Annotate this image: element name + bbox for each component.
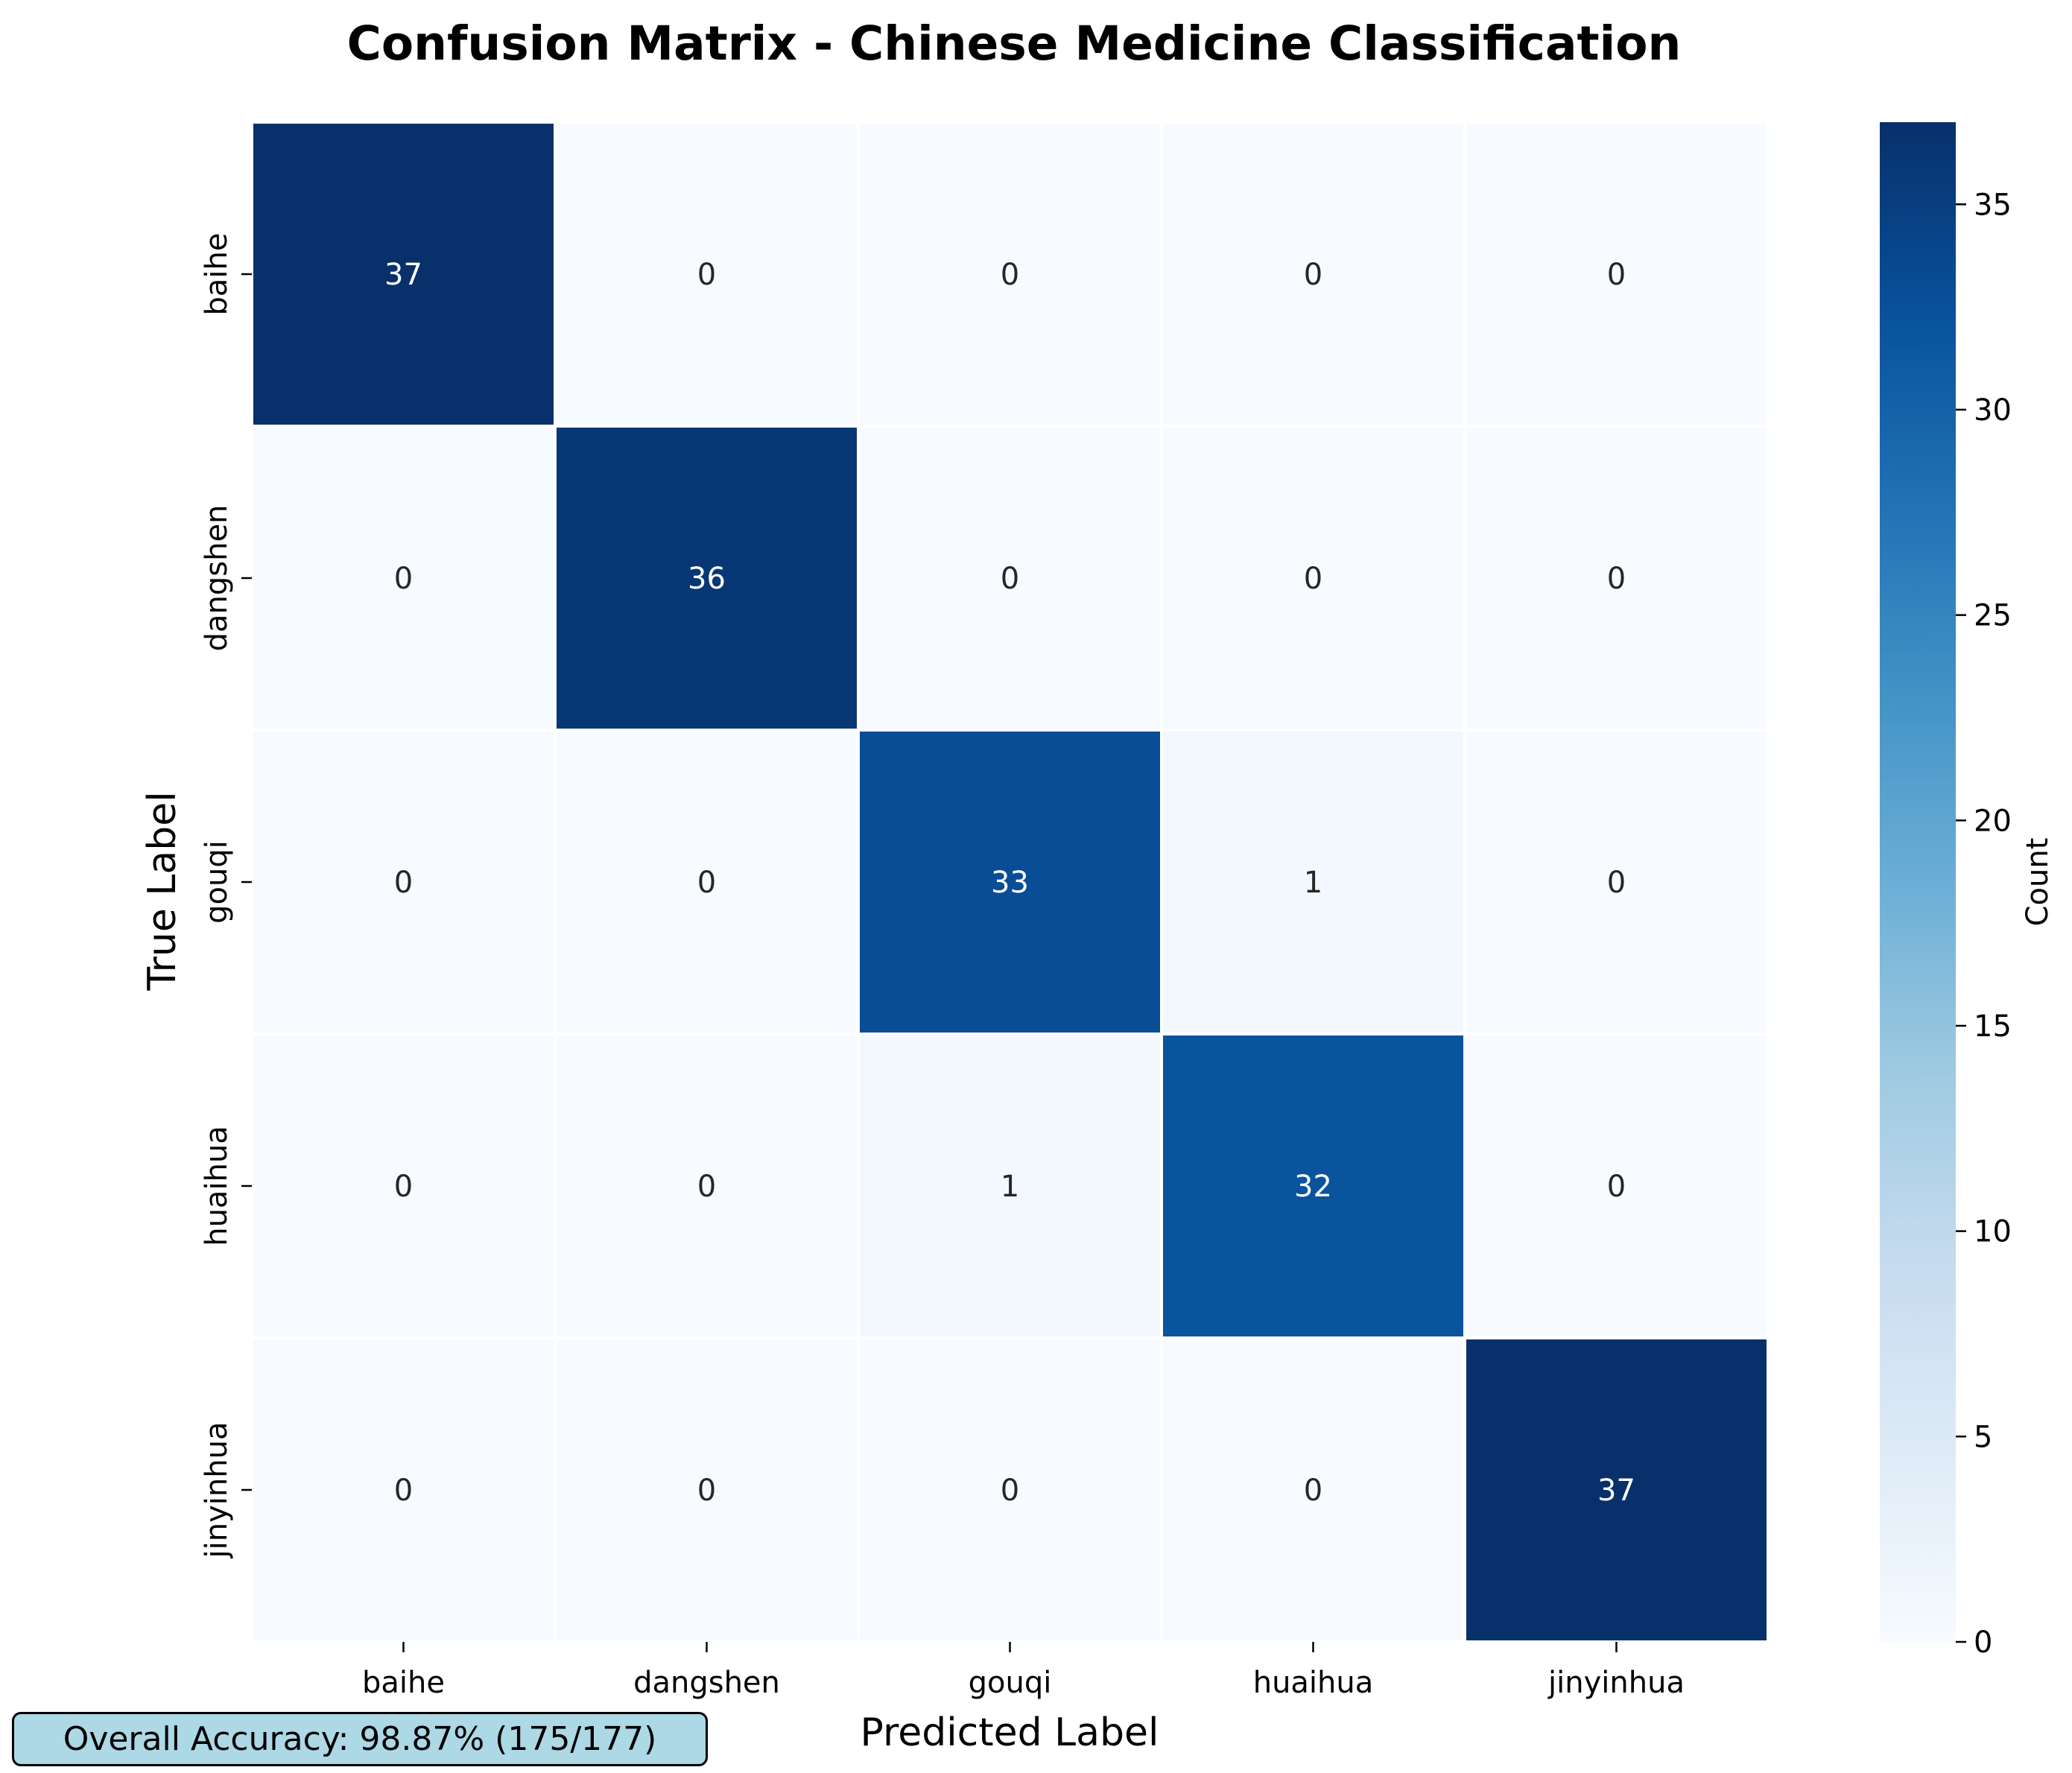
cell-value-label: 0 [697,258,716,292]
heatmap-cell [554,121,860,428]
x-axis-ticks: baihe dangshen gouqi huaihua jinyinhua [362,1642,1685,1700]
heatmap-cell [250,1336,557,1643]
cell-value-label: 1 [1001,1170,1019,1204]
chart-title: Confusion Matrix - Chinese Medicine Clas… [347,16,1682,71]
heatmap-cell [554,1336,860,1643]
cell-value-label: 32 [1294,1170,1332,1204]
colorbar [1880,122,1956,1642]
heatmap-cell [1463,729,1770,1035]
heatmap-cell [554,729,860,1035]
heatmap-cells: 37 0 0 0 0 0 36 0 0 0 0 0 33 1 0 0 0 1 32 0 0 0 0 0 37 [250,121,1770,1643]
cell-value-label: 0 [697,1474,716,1508]
y-axis-ticks: baihe dangshen gouqi huaihua jinyinhua [200,233,252,1559]
cell-value-label: 37 [1597,1474,1635,1508]
cell-value-label: 0 [1304,1474,1322,1508]
heatmap-cell [554,1033,860,1339]
y-tick-label: baihe [200,233,234,316]
cell-value-label: 0 [1607,866,1626,900]
cell-value-label: 0 [1304,562,1322,596]
y-tick-label: huaihua [200,1126,234,1246]
x-tick-label: huaihua [1253,1666,1374,1700]
overall-accuracy-annotation: Overall Accuracy: 98.87% (175/177) [12,1712,708,1766]
colorbar-tick-label: 35 [1974,188,2012,222]
colorbar-tick-label: 25 [1974,599,2012,633]
cell-value-label: 0 [1001,258,1019,292]
heatmap-cell [1463,1336,1770,1643]
cell-value-label: 36 [688,562,726,596]
heatmap-cell [857,1033,1163,1339]
cell-value-label: 33 [991,866,1029,900]
y-axis-label: True Label [140,791,185,991]
heatmap-cell [857,425,1163,732]
colorbar-tick-label: 5 [1974,1420,1992,1454]
cell-value-label: 0 [1001,1474,1019,1508]
colorbar-tick-label: 0 [1974,1625,1992,1660]
y-tick-label: jinyinhua [200,1422,234,1559]
heatmap-cell [857,121,1163,428]
colorbar-ticks: 0 5 10 15 20 25 30 35 [1956,188,2012,1660]
cell-value-label: 37 [384,258,422,292]
x-tick-label: baihe [362,1666,445,1700]
x-tick-label: dangshen [633,1666,780,1700]
heatmap-cell [250,121,557,428]
cell-value-label: 0 [394,562,413,596]
heatmap-cell [250,425,557,732]
heatmap-cell [1160,729,1466,1035]
x-axis-label: Predicted Label [861,1710,1159,1755]
heatmap-cell [1160,121,1466,428]
heatmap-cell [1463,121,1770,428]
heatmap-cell [1463,425,1770,732]
heatmap-cell [857,1336,1163,1643]
cell-value-label: 0 [1001,562,1019,596]
colorbar-tick-label: 10 [1974,1215,2012,1249]
y-tick-label: gouqi [200,840,234,924]
y-tick-label: dangshen [200,505,234,652]
x-tick-label: jinyinhua [1547,1666,1685,1700]
cell-value-label: 0 [1607,258,1626,292]
heatmap-cell [857,729,1163,1035]
colorbar-label: Count [2021,838,2055,927]
colorbar-tick-label: 30 [1974,393,2012,428]
heatmap-cell [1463,1033,1770,1339]
cell-value-label: 0 [394,1170,413,1204]
cell-value-label: 0 [394,1474,413,1508]
colorbar-tick-label: 15 [1974,1009,2012,1044]
colorbar-tick-label: 20 [1974,804,2012,838]
x-tick-label: gouqi [969,1666,1052,1700]
cell-value-label: 0 [1304,258,1322,292]
cell-value-label: 0 [697,866,716,900]
cell-value-label: 1 [1304,866,1322,900]
cell-value-label: 0 [697,1170,716,1204]
cell-value-label: 0 [1607,1170,1626,1204]
cell-value-label: 0 [394,866,413,900]
heatmap-cell [1160,1033,1466,1339]
cell-value-label: 0 [1607,562,1626,596]
